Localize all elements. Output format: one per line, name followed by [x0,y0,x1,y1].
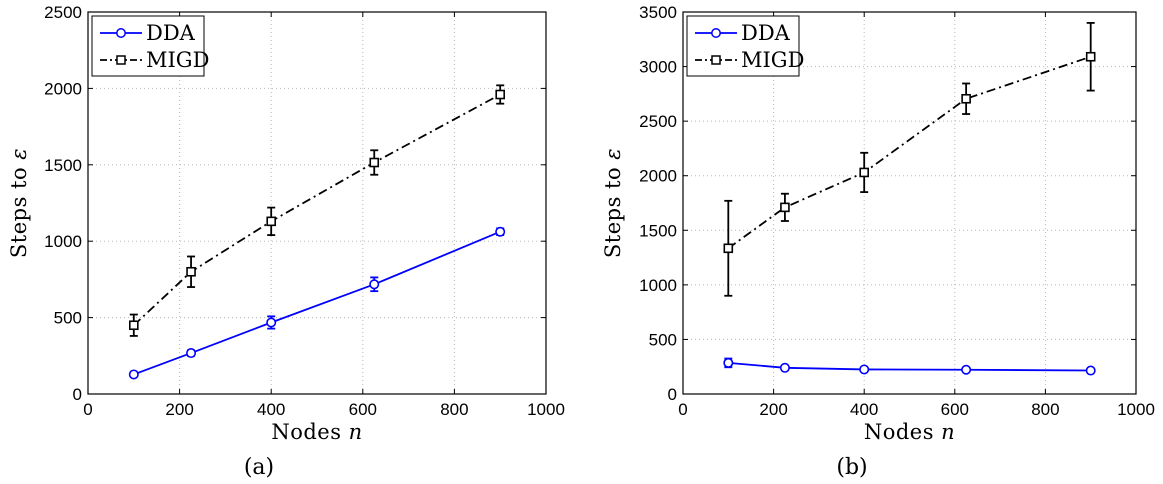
data-point [780,202,790,213]
x-tick-label: 800 [1031,400,1059,419]
data-point [129,320,139,331]
legend: DDA MIGD [686,15,804,77]
plot-frame [87,11,547,395]
data-point [859,167,870,178]
data-point [266,317,277,328]
series-dda [723,357,1096,376]
legend-label: MIGD [146,48,209,72]
data-point [495,89,506,100]
y-axis-label: Steps to ε [7,148,31,258]
y-tick-label: 0 [668,385,677,404]
data-point [723,243,734,254]
data-point [1085,365,1096,376]
y-tick-label: 3000 [639,58,677,77]
x-tick-label: 0 [678,400,687,419]
x-tick-label: 1000 [1117,400,1155,419]
series-migd [129,84,506,337]
data-point [128,369,139,380]
data-point [369,279,380,290]
legend-marker [711,28,721,38]
y-tick-label: 3500 [639,3,677,22]
chart-panel-2: 0 200 400 600 800 1000 0 500 1000 1500 2000 2500 300… [601,3,1155,480]
y-tick-label: 2000 [639,167,677,186]
legend-box [686,15,800,77]
y-tick-label: 1500 [639,221,677,240]
data-point [186,266,196,277]
x-tick-label: 600 [941,400,969,419]
y-axis-label: Steps to ε [601,148,625,258]
y-axis-variable: ε [7,148,31,160]
y-tick-label: 2500 [44,3,82,22]
y-tick-label: 0 [73,385,82,404]
data-point [859,364,870,375]
series-dda [128,226,506,380]
data-point [495,226,506,237]
x-tick-label: 1000 [527,400,565,419]
legend-label: MIGD [741,48,804,72]
chart-panel-1: 0 200 400 600 800 1000 0 500 1000 1500 2000 2500 DDA… [7,3,565,480]
x-axis-label: Nodes n [271,420,362,444]
x-axis-variable: n [941,420,955,444]
legend-label: DDA [741,21,791,45]
legend-box [91,15,205,77]
x-axis-label: Nodes n [864,420,955,444]
x-tick-label: 800 [440,400,468,419]
data-point [779,362,790,373]
y-tick-label: 2000 [44,79,82,98]
x-tick-label: 0 [83,400,92,419]
data-point [1085,51,1096,62]
data-point [369,157,380,168]
plot-frame [682,11,1137,395]
x-tick-label: 200 [165,400,193,419]
data-point [961,364,972,375]
legend-label: DDA [146,21,196,45]
x-axis-variable: n [349,420,363,444]
data-point [723,357,734,368]
series-migd [723,22,1096,297]
x-tick-label: 600 [349,400,377,419]
panel-caption: (b) [836,455,867,480]
legend: DDA MIGD [91,15,209,77]
legend-marker [116,55,126,65]
panel-caption: (a) [244,455,274,480]
y-tick-label: 1000 [44,232,82,251]
y-tick-label: 500 [54,309,82,328]
y-tick-label: 1000 [639,276,677,295]
data-point [961,93,971,104]
y-tick-label: 1500 [44,156,82,175]
y-tick-label: 500 [649,330,677,349]
x-tick-label: 200 [759,400,787,419]
x-tick-label: 400 [850,400,878,419]
data-point [266,216,277,227]
legend-marker [711,55,721,65]
legend-marker [116,28,126,38]
y-axis-variable: ε [601,148,625,160]
y-tick-label: 2500 [639,112,677,131]
data-point [186,348,197,359]
x-tick-label: 400 [257,400,285,419]
